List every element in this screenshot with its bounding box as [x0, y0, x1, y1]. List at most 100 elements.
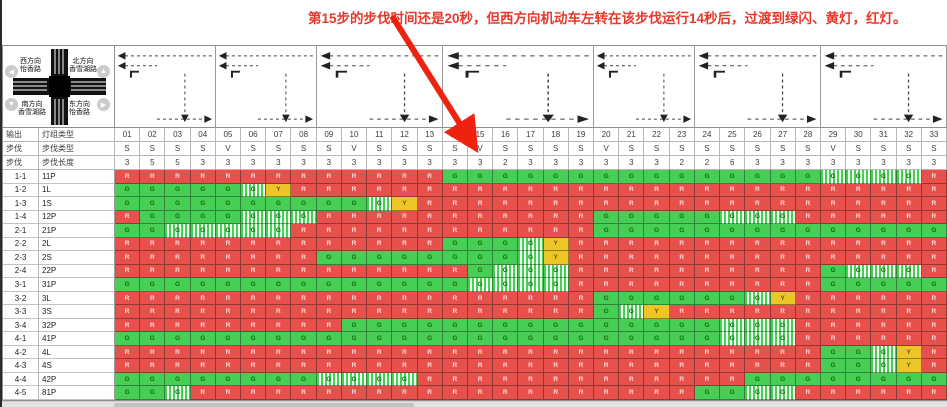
signal-cell[interactable]: R — [291, 170, 317, 184]
signal-cell[interactable]: Y — [543, 237, 569, 252]
signal-cell[interactable]: R — [341, 170, 368, 184]
signal-cell[interactable]: G — [493, 332, 519, 346]
signal-cell[interactable]: R — [442, 224, 468, 238]
signal-cell[interactable]: G — [291, 332, 317, 346]
signal-cell[interactable]: Y — [896, 359, 922, 373]
signal-cell[interactable]: R — [694, 305, 721, 319]
signal-cell[interactable]: R — [568, 372, 595, 387]
signal-cell[interactable]: R — [467, 359, 494, 373]
signal-cell[interactable]: G — [316, 197, 342, 211]
signal-cell[interactable]: G — [745, 318, 771, 333]
signal-cell[interactable]: R — [896, 332, 922, 346]
signal-cell[interactable]: G — [594, 291, 620, 306]
signal-cell[interactable]: G — [694, 386, 721, 400]
signal-cell[interactable]: G — [165, 278, 191, 292]
signal-cell[interactable]: R — [846, 291, 872, 306]
signal-cell[interactable]: G — [341, 318, 368, 333]
signal-cell[interactable]: R — [392, 386, 418, 400]
signal-cell[interactable]: R — [720, 197, 746, 211]
nav-right-button[interactable]: ▶ — [97, 98, 110, 111]
signal-cell[interactable]: Y — [543, 251, 569, 265]
signal-cell[interactable]: R — [215, 345, 242, 360]
signal-cell[interactable]: G — [745, 386, 771, 400]
signal-cell[interactable]: R — [820, 183, 847, 198]
signal-cell[interactable]: R — [190, 237, 216, 252]
signal-cell[interactable]: R — [694, 251, 721, 265]
signal-cell[interactable]: R — [745, 278, 771, 292]
signal-cell[interactable]: R — [115, 318, 141, 333]
signal-cell[interactable]: G — [241, 278, 267, 292]
signal-cell[interactable]: R — [266, 359, 292, 373]
signal-cell[interactable]: G — [846, 170, 872, 184]
signal-cell[interactable]: R — [669, 345, 695, 360]
signal-cell[interactable]: R — [568, 345, 595, 360]
signal-cell[interactable]: G — [846, 372, 872, 387]
signal-cell[interactable]: R — [720, 278, 746, 292]
signal-cell[interactable]: R — [594, 386, 620, 400]
signal-cell[interactable]: R — [518, 359, 544, 373]
signal-cell[interactable]: G — [694, 170, 721, 184]
signal-cell[interactable]: R — [896, 251, 922, 265]
signal-cell[interactable]: G — [669, 170, 695, 184]
signal-cell[interactable]: R — [442, 345, 468, 360]
signal-cell[interactable]: R — [140, 291, 166, 306]
signal-cell[interactable]: R — [291, 345, 317, 360]
signal-cell[interactable]: R — [669, 183, 695, 198]
signal-cell[interactable]: R — [568, 278, 595, 292]
signal-cell[interactable]: G — [745, 224, 771, 238]
signal-cell[interactable]: R — [846, 332, 872, 346]
signal-cell[interactable]: R — [921, 318, 947, 333]
signal-cell[interactable]: G — [694, 291, 721, 306]
signal-cell[interactable]: R — [720, 359, 746, 373]
signal-cell[interactable]: R — [619, 386, 645, 400]
signal-cell[interactable]: R — [644, 278, 670, 292]
signal-cell[interactable]: G — [594, 170, 620, 184]
signal-cell[interactable]: R — [291, 264, 317, 279]
signal-cell[interactable]: R — [417, 372, 443, 387]
signal-cell[interactable]: G — [896, 170, 922, 184]
signal-cell[interactable]: R — [392, 345, 418, 360]
signal-cell[interactable]: R — [669, 372, 695, 387]
signal-cell[interactable]: G — [341, 372, 368, 387]
signal-cell[interactable]: G — [241, 183, 267, 198]
signal-cell[interactable]: G — [644, 224, 670, 238]
signal-cell[interactable]: R — [341, 183, 368, 198]
signal-cell[interactable]: R — [392, 224, 418, 238]
signal-cell[interactable]: R — [820, 332, 847, 346]
signal-cell[interactable]: G — [543, 264, 569, 279]
signal-cell[interactable]: R — [720, 237, 746, 252]
signal-cell[interactable]: R — [644, 183, 670, 198]
signal-cell[interactable]: R — [846, 210, 872, 225]
signal-cell[interactable]: R — [871, 305, 897, 319]
signal-cell[interactable]: R — [291, 224, 317, 238]
signal-cell[interactable]: R — [720, 305, 746, 319]
signal-cell[interactable]: R — [316, 345, 342, 360]
signal-cell[interactable]: R — [417, 210, 443, 225]
signal-cell[interactable]: R — [316, 224, 342, 238]
signal-cell[interactable]: R — [392, 305, 418, 319]
signal-cell[interactable]: R — [266, 386, 292, 400]
signal-cell[interactable]: R — [644, 251, 670, 265]
signal-cell[interactable]: R — [367, 183, 393, 198]
signal-cell[interactable]: R — [165, 318, 191, 333]
signal-cell[interactable]: G — [871, 170, 897, 184]
signal-cell[interactable]: G — [896, 224, 922, 238]
signal-cell[interactable]: G — [341, 332, 368, 346]
signal-cell[interactable]: R — [341, 224, 368, 238]
signal-cell[interactable]: R — [215, 170, 242, 184]
signal-cell[interactable]: R — [493, 359, 519, 373]
signal-cell[interactable]: G — [341, 251, 368, 265]
signal-cell[interactable]: G — [820, 264, 847, 279]
horizontal-scrollbar[interactable] — [2, 401, 947, 407]
signal-cell[interactable]: R — [467, 386, 494, 400]
signal-cell[interactable]: R — [846, 197, 872, 211]
signal-cell[interactable]: R — [871, 197, 897, 211]
nav-up-button[interactable]: ▲ — [97, 65, 110, 78]
signal-cell[interactable]: R — [921, 237, 947, 252]
signal-cell[interactable]: R — [493, 291, 519, 306]
signal-cell[interactable]: R — [518, 372, 544, 387]
signal-cell[interactable]: R — [341, 264, 368, 279]
signal-cell[interactable]: R — [568, 305, 595, 319]
scrollbar-thumb[interactable] — [114, 403, 414, 407]
signal-cell[interactable]: G — [568, 318, 595, 333]
